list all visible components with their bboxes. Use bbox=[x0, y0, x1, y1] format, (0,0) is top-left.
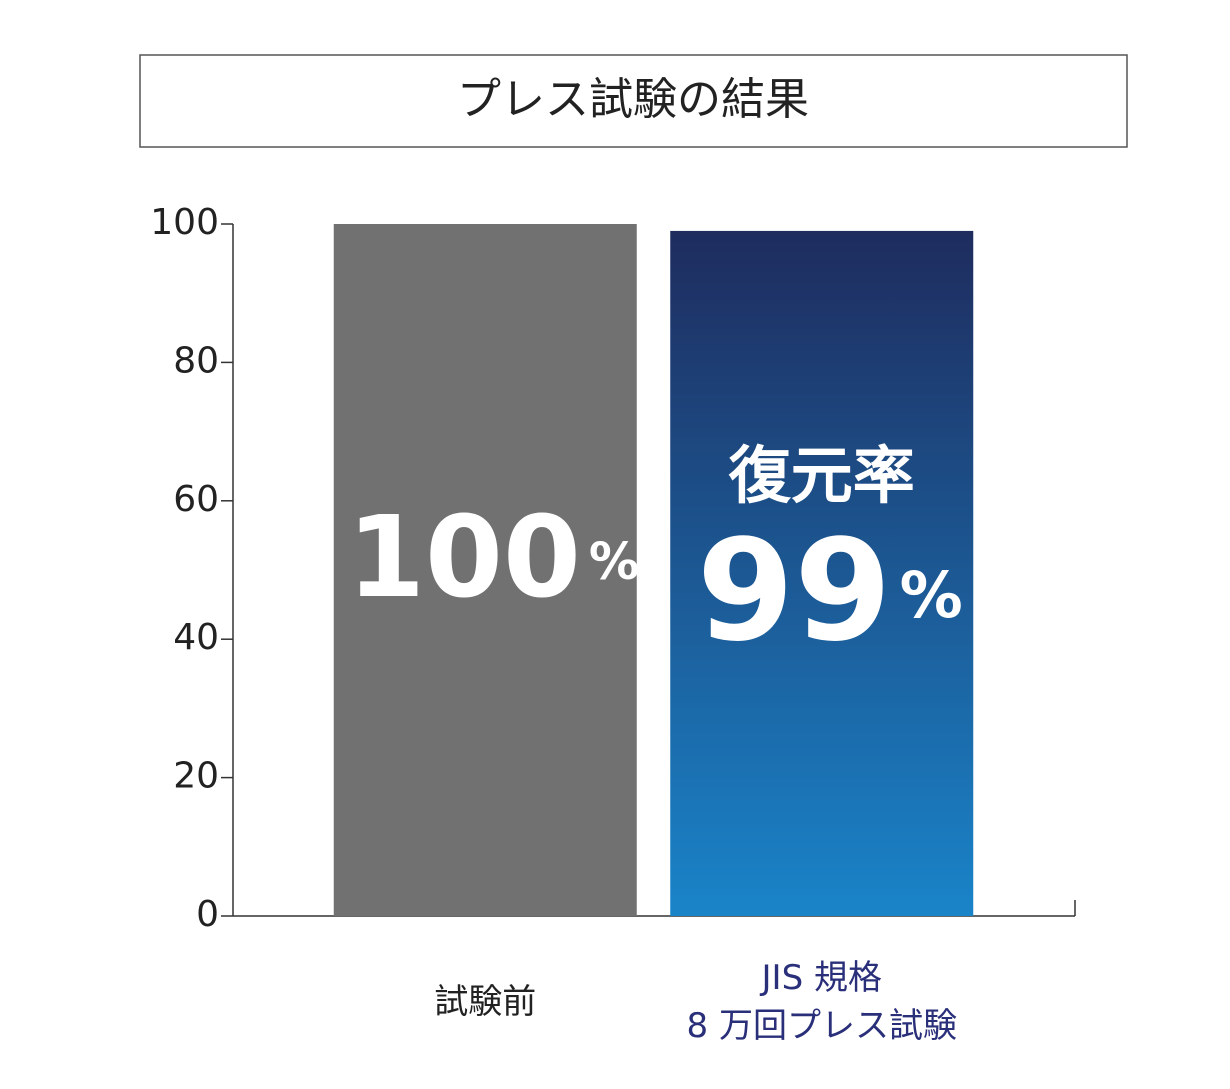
y-tick-label: 40 bbox=[173, 617, 219, 658]
value-number: 100 bbox=[347, 493, 581, 623]
value-number: 99 bbox=[697, 510, 892, 673]
value-label: 100% bbox=[347, 493, 639, 623]
value-label: 99% bbox=[697, 510, 963, 673]
y-tick-label: 100 bbox=[150, 202, 219, 243]
title-box bbox=[139, 54, 1128, 148]
x-tick-label: JIS 規格 8 万回プレス試験 bbox=[687, 958, 957, 1046]
y-tick-label: 80 bbox=[173, 340, 219, 381]
annotation: 復元率 bbox=[728, 439, 915, 512]
y-tick-label: 60 bbox=[173, 479, 219, 520]
x-tick-label-line: 8 万回プレス試験 bbox=[687, 1006, 957, 1046]
chart-title: プレス試験の結果 bbox=[457, 74, 809, 125]
value-unit: % bbox=[589, 532, 640, 591]
x-tick-label: 試験前 bbox=[434, 982, 536, 1022]
bar bbox=[333, 224, 637, 916]
x-tick-label-line: JIS 規格 bbox=[760, 958, 882, 998]
y-tick-label: 0 bbox=[196, 894, 219, 935]
y-tick-label: 20 bbox=[173, 756, 219, 797]
bar bbox=[670, 230, 974, 917]
value-unit: % bbox=[900, 559, 963, 632]
x-tick-label-line: 試験前 bbox=[434, 982, 536, 1022]
